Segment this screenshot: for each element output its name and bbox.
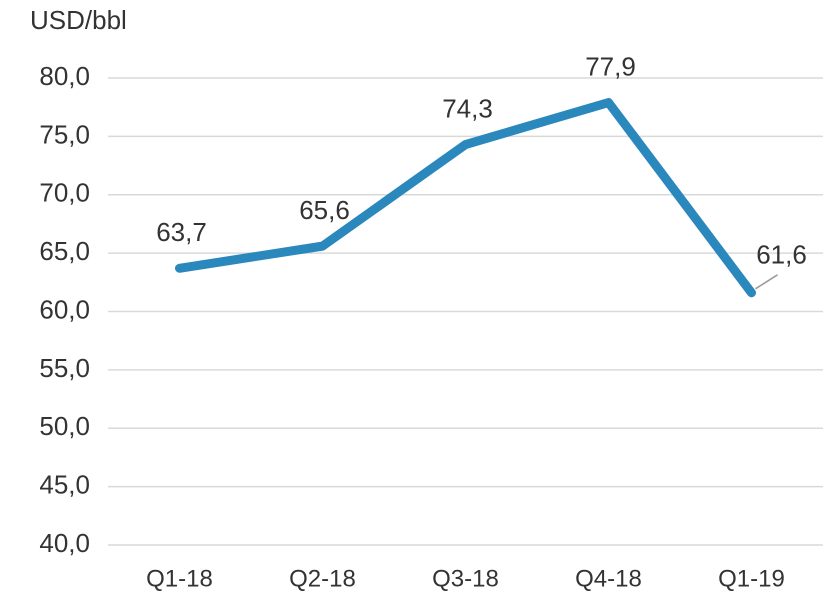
y-tick-label: 55,0 (39, 353, 90, 383)
y-tick-label: 80,0 (39, 61, 90, 91)
data-label: 74,3 (442, 93, 493, 123)
y-tick-label: 45,0 (39, 470, 90, 500)
y-axis-label: USD/bbl (30, 5, 127, 35)
data-label: 77,9 (585, 51, 636, 81)
y-tick-label: 60,0 (39, 294, 90, 324)
data-line (175, 98, 756, 298)
x-tick-label: Q1-19 (718, 565, 785, 592)
x-tick-label: Q1-18 (146, 565, 213, 592)
y-tick-label: 50,0 (39, 411, 90, 441)
y-tick-label: 65,0 (39, 236, 90, 266)
x-tick-label: Q2-18 (289, 565, 356, 592)
y-tick-label: 40,0 (39, 528, 90, 558)
data-label: 65,6 (299, 195, 350, 225)
y-tick-label: 75,0 (39, 119, 90, 149)
y-tick-label: 70,0 (39, 178, 90, 208)
x-tick-label: Q4-18 (575, 565, 642, 592)
data-label: 63,7 (156, 217, 207, 247)
x-tick-label: Q3-18 (432, 565, 499, 592)
data-label: 61,6 (756, 240, 807, 270)
leader-line (755, 274, 778, 290)
